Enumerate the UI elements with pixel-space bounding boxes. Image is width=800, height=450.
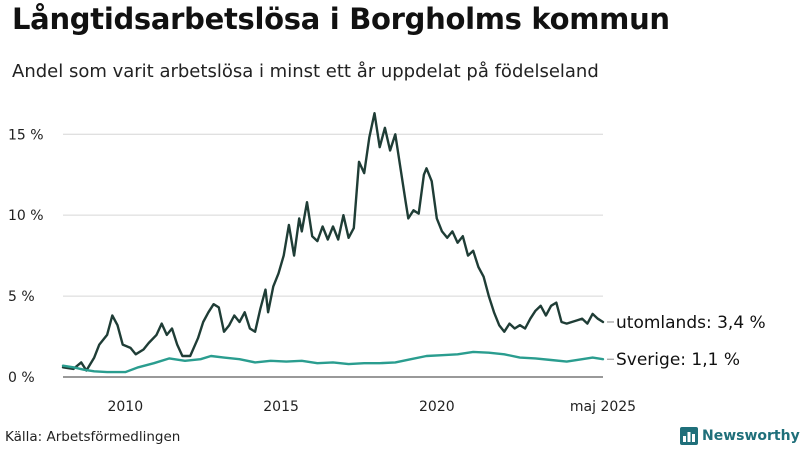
brand-name: Newsworthy — [702, 428, 800, 444]
y-tick-label: 5 % — [8, 289, 35, 305]
series-line-utomlands — [61, 112, 605, 372]
chart-subtitle: Andel som varit arbetslösa i minst ett å… — [12, 61, 599, 82]
series-line-sverige — [61, 350, 605, 374]
x-tick-label: 2015 — [263, 399, 299, 415]
x-tick-label: maj 2025 — [570, 399, 636, 415]
brand-logo[interactable]: Newsworthy — [680, 427, 800, 445]
line-chart: 0 % 5 % 10 % 15 % 2010 2015 2020 maj 2025 utomla… — [8, 112, 766, 415]
source-note: Källa: Arbetsförmedlingen — [5, 429, 181, 445]
x-tick-label: 2010 — [107, 399, 143, 415]
y-tick-label: 15 % — [8, 127, 44, 143]
bar-chart-icon — [680, 427, 698, 445]
y-tick-label: 0 % — [8, 370, 35, 386]
x-tick-label: 2020 — [419, 399, 455, 415]
series-end-label: utomlands: 3,4 % — [616, 313, 766, 333]
y-tick-label: 10 % — [8, 208, 44, 224]
chart-title: Långtidsarbetslösa i Borgholms kommun — [12, 2, 670, 36]
series-end-label: Sverige: 1,1 % — [616, 350, 740, 370]
